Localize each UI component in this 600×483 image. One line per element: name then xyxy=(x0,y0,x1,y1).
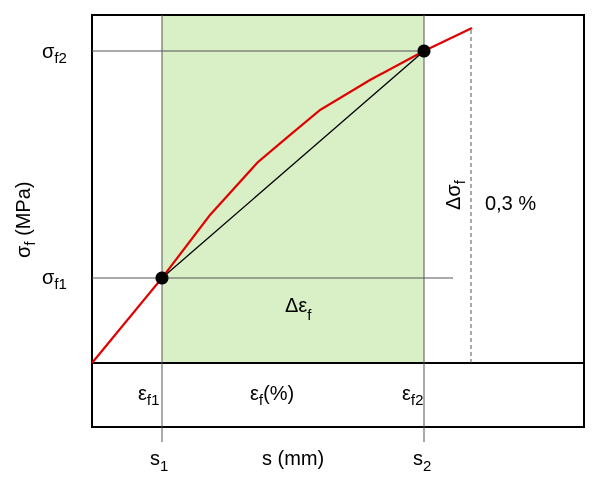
label-sigma-f1: σf1 xyxy=(42,267,67,293)
label-sigma-f2: σf2 xyxy=(42,41,67,67)
label-s-axis: s (mm) xyxy=(262,448,324,470)
point-1 xyxy=(155,271,169,285)
label-s2: s2 xyxy=(413,448,431,475)
label-eps-f2: εf2 xyxy=(402,383,423,409)
label-delta-sigma: Δσf xyxy=(443,179,469,210)
green-region xyxy=(162,15,424,363)
curve xyxy=(91,27,473,364)
secant-line xyxy=(161,50,425,279)
label-s1: s1 xyxy=(150,448,168,475)
point-2 xyxy=(417,44,431,58)
label-eps-f1: εf1 xyxy=(138,383,159,409)
frame xyxy=(91,14,585,428)
label-percent: 0,3 % xyxy=(485,193,536,215)
label-delta-eps: Δεf xyxy=(285,295,312,324)
y-axis-label: σf (MPa) xyxy=(13,181,39,258)
label-eps-axis: εf(%) xyxy=(250,383,294,409)
